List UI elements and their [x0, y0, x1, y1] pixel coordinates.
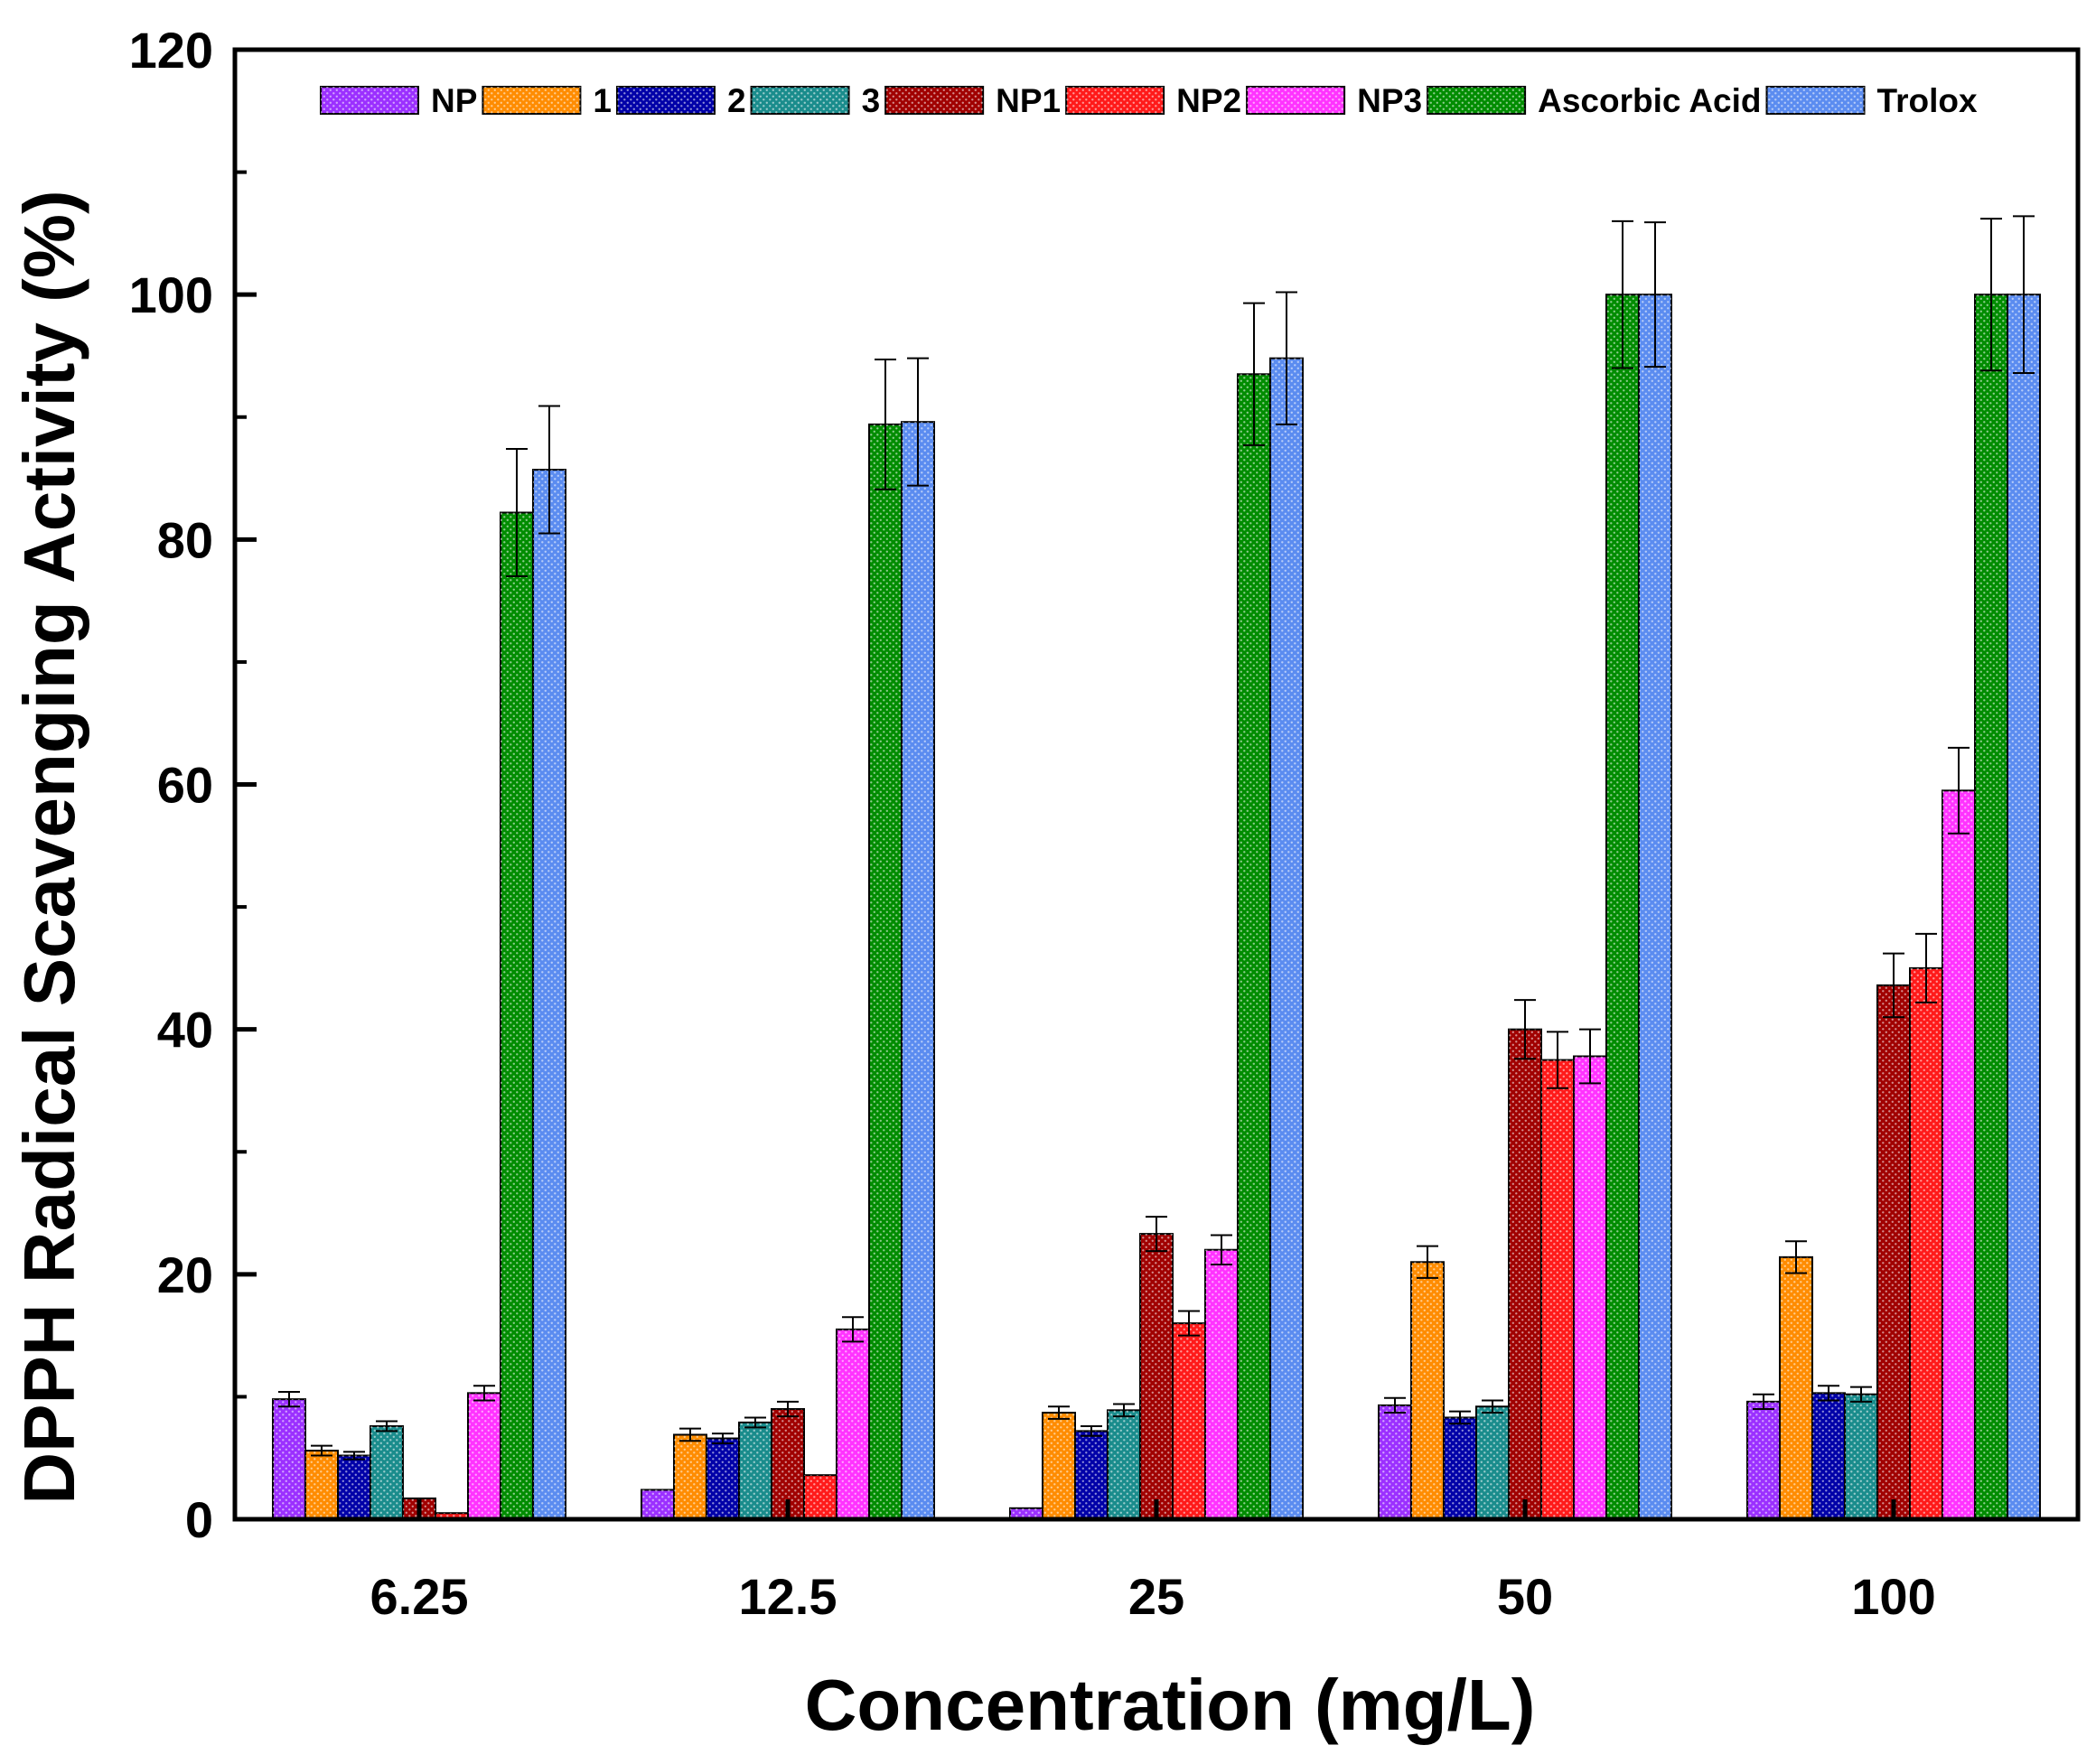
legend-swatch-texture-np1 [885, 87, 984, 114]
bar-3-100-texture [1845, 1394, 1877, 1519]
bar-3-12-5-texture [739, 1422, 772, 1519]
y-tick-label-100: 100 [129, 266, 213, 323]
y-tick-label-60: 60 [157, 757, 213, 814]
legend-item-2: 2 [615, 82, 746, 119]
bar-ascorbic-acid-25-texture [1238, 374, 1270, 1519]
legend-label-2: 2 [727, 82, 746, 119]
bar-2-6-25-texture [338, 1455, 370, 1519]
legend-item-3: 3 [750, 82, 881, 119]
bar-ascorbic-acid-50-texture [1606, 294, 1639, 1520]
bar-np1-100-texture [1877, 985, 1910, 1519]
legend-label-np2: NP2 [1176, 82, 1241, 119]
bar-2-100-texture [1812, 1393, 1845, 1519]
error-bars-layer [278, 215, 2035, 1461]
bar-trolox-6-25-texture [533, 470, 566, 1520]
bar-np3-100-texture [1942, 790, 1975, 1519]
bar-trolox-25-texture [1270, 358, 1303, 1519]
legend-label-3: 3 [862, 82, 881, 119]
bar-trolox-100-texture [2007, 294, 2040, 1520]
bar-2-25-texture [1075, 1431, 1108, 1519]
bar-np2-100-texture [1910, 967, 1942, 1519]
bar-np3-12-5-texture [837, 1329, 869, 1519]
legend-label-np1: NP1 [996, 82, 1061, 119]
bar-2-12-5-texture [706, 1438, 739, 1519]
legend: NP 1 2 3 NP1 NP2 NP3 Ascorbic Acid Trolox [320, 82, 1978, 119]
bar-np3-6-25-texture [468, 1393, 501, 1519]
legend-swatch-texture-3 [751, 87, 849, 114]
bar-1-50-texture [1411, 1262, 1444, 1519]
legend-item-np1: NP1 [884, 82, 1061, 119]
bar-ascorbic-acid-6-25-texture [501, 512, 533, 1519]
bar-np2-25-texture [1173, 1323, 1205, 1519]
bar-np1-25-texture [1140, 1234, 1173, 1519]
bar-trolox-50-texture [1639, 294, 1671, 1520]
y-tick-label-20: 20 [157, 1246, 213, 1303]
legend-swatch-texture-np3 [1247, 87, 1345, 114]
bar-3-6-25-texture [370, 1425, 403, 1519]
bar-np-12-5-texture [641, 1489, 674, 1519]
bar-3-50-texture [1476, 1406, 1509, 1519]
legend-label-1: 1 [593, 82, 612, 119]
bar-np2-6-25-texture [435, 1513, 468, 1519]
legend-swatch-texture-ascorbic-acid [1427, 87, 1526, 114]
legend-item-ascorbic-acid: Ascorbic Acid [1427, 82, 1762, 119]
bar-2-50-texture [1444, 1417, 1476, 1519]
x-tick-label-12-5: 12.5 [739, 1568, 837, 1625]
x-tick-label-50: 50 [1497, 1568, 1553, 1625]
bar-1-100-texture [1780, 1256, 1812, 1519]
bar-np2-12-5-texture [804, 1475, 837, 1519]
legend-swatch-texture-np [321, 87, 418, 114]
x-axis-title: Concentration (mg/L) [805, 1665, 1536, 1745]
axes-layer: 6.25 12.5 25 50 100 0 20 40 60 80 100 120 [129, 22, 2081, 1625]
y-tick-label-120: 120 [129, 22, 213, 79]
bar-np3-25-texture [1205, 1249, 1238, 1519]
legend-item-np2: NP2 [1065, 82, 1241, 119]
legend-label-trolox: Trolox [1877, 82, 1978, 119]
bar-np-6-25-texture [273, 1399, 305, 1519]
x-tick-label-25: 25 [1128, 1568, 1184, 1625]
bar-np1-50-texture [1509, 1029, 1541, 1519]
legend-label-np3: NP3 [1357, 82, 1422, 119]
bar-np3-50-texture [1574, 1056, 1606, 1519]
bar-trolox-12-5-texture [902, 422, 934, 1519]
bar-1-12-5-texture [674, 1434, 706, 1519]
legend-label-ascorbic-acid: Ascorbic Acid [1538, 82, 1761, 119]
bar-ascorbic-acid-100-texture [1975, 294, 2007, 1520]
legend-swatch-texture-1 [482, 87, 581, 114]
y-tick-label-80: 80 [157, 511, 213, 568]
legend-item-np3: NP3 [1246, 82, 1422, 119]
bar-3-25-texture [1108, 1410, 1140, 1519]
y-tick-label-0: 0 [185, 1491, 213, 1548]
legend-swatch-texture-np2 [1066, 87, 1165, 114]
bar-np2-50-texture [1541, 1059, 1574, 1519]
legend-item-np: NP [320, 82, 477, 119]
bar-np-100-texture [1747, 1401, 1780, 1519]
bar-1-6-25-texture [305, 1451, 338, 1519]
y-axis-title: DPPH Radical Scavenging Activity (%) [9, 190, 89, 1504]
bar-1-25-texture [1043, 1413, 1075, 1519]
legend-label-np: NP [431, 82, 477, 119]
legend-swatch-texture-2 [616, 87, 715, 114]
bar-np-50-texture [1379, 1405, 1411, 1519]
x-tick-label-6-25: 6.25 [370, 1568, 469, 1625]
plot-border [232, 47, 2081, 1522]
legend-item-1: 1 [482, 82, 612, 119]
legend-item-trolox: Trolox [1765, 82, 1978, 119]
x-tick-label-100: 100 [1851, 1568, 1935, 1625]
bar-ascorbic-acid-12-5-texture [869, 424, 902, 1519]
y-tick-label-40: 40 [157, 1002, 213, 1059]
legend-swatch-texture-trolox [1766, 87, 1865, 114]
bar-np-25-texture [1010, 1507, 1043, 1519]
